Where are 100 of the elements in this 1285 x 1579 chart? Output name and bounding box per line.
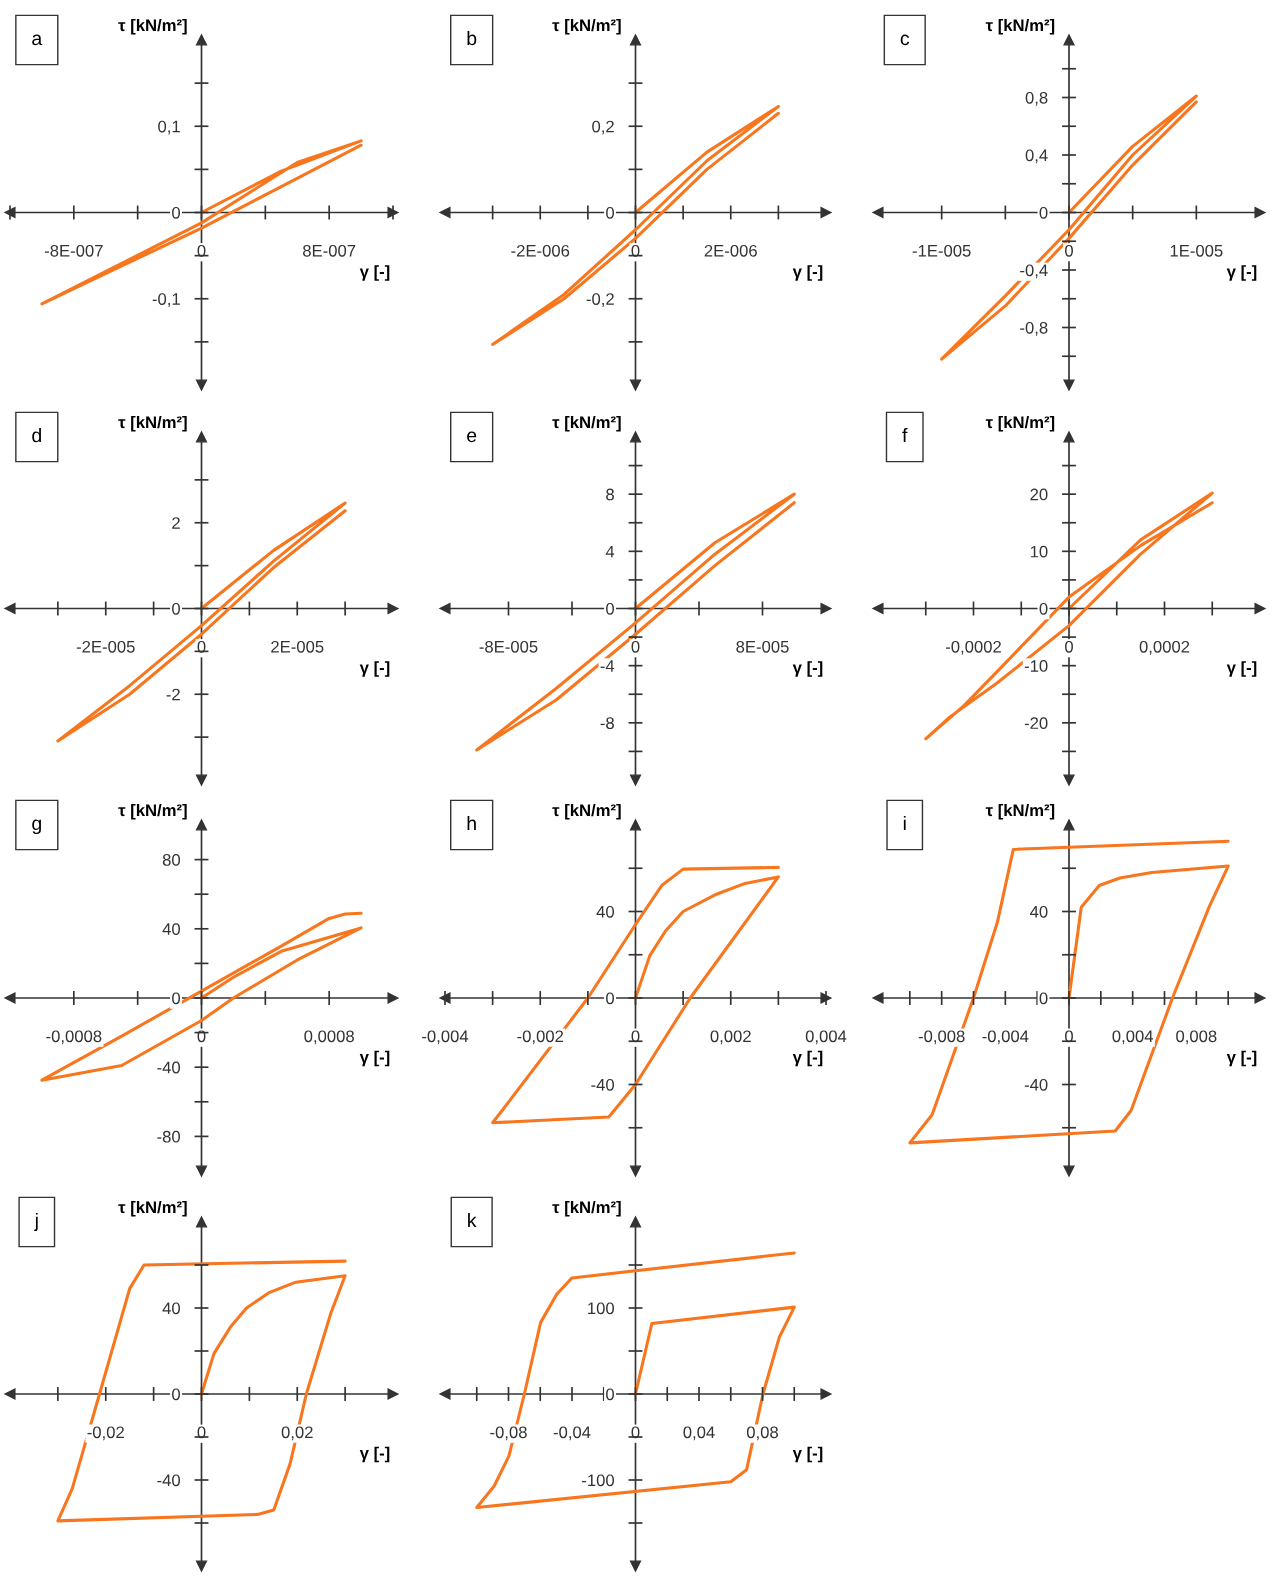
x-tick-label: -0,002 xyxy=(517,1030,564,1045)
y-tick-label: 0,4 xyxy=(1025,149,1048,164)
x-axis-title: γ [-] xyxy=(1226,265,1257,281)
y-tick-label: -100 xyxy=(582,1474,615,1487)
x-axis-title: γ [-] xyxy=(1226,1050,1257,1067)
y-tick-label: -80 xyxy=(157,1130,181,1143)
x-tick-label: 1E-005 xyxy=(1170,244,1223,257)
y-tick-label: 2 xyxy=(172,517,180,529)
x-tick-label: 0 xyxy=(1065,640,1073,653)
x-tick-label: 0 xyxy=(631,1426,640,1439)
y-tick-label: 0,1 xyxy=(158,120,180,135)
y-axis-title: τ [kN/m²] xyxy=(118,18,187,35)
y-tick-label: 0 xyxy=(172,992,181,1005)
y-tick-label: -2 xyxy=(166,688,180,701)
y-tick-label: -8 xyxy=(600,717,614,730)
x-axis-title: γ [-] xyxy=(792,1050,823,1067)
x-tick-label: -0,0008 xyxy=(46,1030,102,1045)
y-axis-title: τ [kN/m²] xyxy=(118,415,187,432)
x-tick-label: 2E-005 xyxy=(271,640,324,653)
x-tick-label: 0,004 xyxy=(1112,1030,1154,1045)
line-series xyxy=(56,1259,347,1523)
y-tick-label: 20 xyxy=(1030,488,1048,501)
y-axis-title: τ [kN/m²] xyxy=(985,415,1055,432)
y-tick-label: 100 xyxy=(588,1302,615,1315)
y-axis-title: τ [kN/m²] xyxy=(552,415,621,432)
x-tick-label: 8E-005 xyxy=(736,640,789,653)
x-tick-label: 0,0008 xyxy=(304,1030,354,1045)
y-axis-title: τ [kN/m²] xyxy=(552,18,621,35)
x-tick-label: 0,0002 xyxy=(1139,640,1190,655)
y-tick-label: -10 xyxy=(1024,660,1048,672)
y-tick-label: 80 xyxy=(162,854,181,866)
chart-title: d xyxy=(32,427,41,443)
line-series xyxy=(56,501,347,743)
x-axis-title: γ [-] xyxy=(792,661,823,677)
y-axis-title: τ [kN/m²] xyxy=(552,803,621,820)
y-tick-label: 4 xyxy=(605,545,615,558)
x-tick-label: -1E-005 xyxy=(912,244,971,257)
y-axis-title: τ [kN/m²] xyxy=(118,803,187,820)
x-tick-label: -2E-005 xyxy=(76,640,135,653)
y-tick-label: -40 xyxy=(1024,1078,1048,1091)
y-tick-label: -40 xyxy=(591,1078,615,1091)
line-series xyxy=(491,104,780,346)
y-tick-label: -0,1 xyxy=(152,293,180,307)
chart-title: j xyxy=(34,1212,38,1232)
x-tick-label: 0 xyxy=(631,640,640,653)
x-tick-label: -0,08 xyxy=(490,1426,527,1441)
x-tick-label: -0,02 xyxy=(87,1426,124,1441)
x-axis-title: γ [-] xyxy=(359,1050,390,1067)
y-tick-label: 40 xyxy=(162,1302,181,1315)
x-axis-title: γ [-] xyxy=(359,265,390,281)
x-tick-label: -0,008 xyxy=(918,1030,965,1045)
x-tick-label: -8E-005 xyxy=(479,640,538,653)
y-tick-label: 0 xyxy=(172,1388,181,1401)
y-tick-label: 0 xyxy=(1039,992,1048,1005)
x-tick-label: -0,004 xyxy=(422,1030,469,1045)
chart-title: k xyxy=(468,1212,477,1228)
x-tick-label: -0,0002 xyxy=(945,640,1001,655)
x-tick-label: 8E-007 xyxy=(303,244,356,257)
chart-title: c xyxy=(900,34,910,46)
y-tick-label: 40 xyxy=(162,923,181,935)
y-tick-label: -0,4 xyxy=(1020,264,1048,279)
chart-title: a xyxy=(32,34,43,46)
y-tick-label: -4 xyxy=(600,660,615,672)
x-axis-title: γ [-] xyxy=(792,1446,823,1463)
x-axis-title: γ [-] xyxy=(1226,661,1257,677)
x-tick-label: -0,004 xyxy=(982,1030,1029,1045)
chart-title: b xyxy=(467,30,477,46)
x-tick-label: 0 xyxy=(197,1426,206,1439)
y-tick-label: -20 xyxy=(1024,717,1048,730)
y-tick-label: 0 xyxy=(172,206,181,219)
y-tick-label: -40 xyxy=(157,1474,181,1487)
x-tick-label: 2E-006 xyxy=(704,244,757,257)
y-tick-label: 8 xyxy=(606,488,614,501)
x-tick-label: -2E-006 xyxy=(511,244,570,257)
x-tick-label: 0,004 xyxy=(805,1030,847,1045)
x-tick-label: 0,08 xyxy=(746,1426,778,1441)
chart-title: h xyxy=(467,815,476,831)
chart-title: f xyxy=(902,427,908,443)
y-tick-label: 40 xyxy=(1030,905,1048,918)
y-tick-label: 0 xyxy=(606,602,615,615)
x-axis-title: γ [-] xyxy=(792,265,823,281)
y-axis-title: τ [kN/m²] xyxy=(552,1200,621,1217)
x-axis-title: γ [-] xyxy=(359,661,390,677)
y-tick-label: 0,8 xyxy=(1025,91,1048,106)
chart-title: g xyxy=(32,819,41,835)
x-tick-label: -0,04 xyxy=(553,1426,591,1441)
y-axis-title: τ [kN/m²] xyxy=(985,18,1055,35)
chart-title: e xyxy=(467,431,477,443)
chart-title: i xyxy=(903,815,906,831)
y-tick-label: 0 xyxy=(172,602,181,615)
y-tick-label: 0 xyxy=(606,992,615,1005)
x-tick-label: 0,008 xyxy=(1176,1030,1217,1045)
x-tick-label: 0,02 xyxy=(281,1426,313,1441)
x-tick-label: -8E-007 xyxy=(44,244,103,257)
y-tick-label: -0,2 xyxy=(586,293,614,307)
y-tick-label: 0 xyxy=(1039,602,1048,615)
y-tick-label: 0 xyxy=(606,206,615,219)
y-axis-title: τ [kN/m²] xyxy=(118,1200,187,1217)
x-tick-label: 0 xyxy=(1065,244,1073,257)
line-series xyxy=(491,865,780,1125)
